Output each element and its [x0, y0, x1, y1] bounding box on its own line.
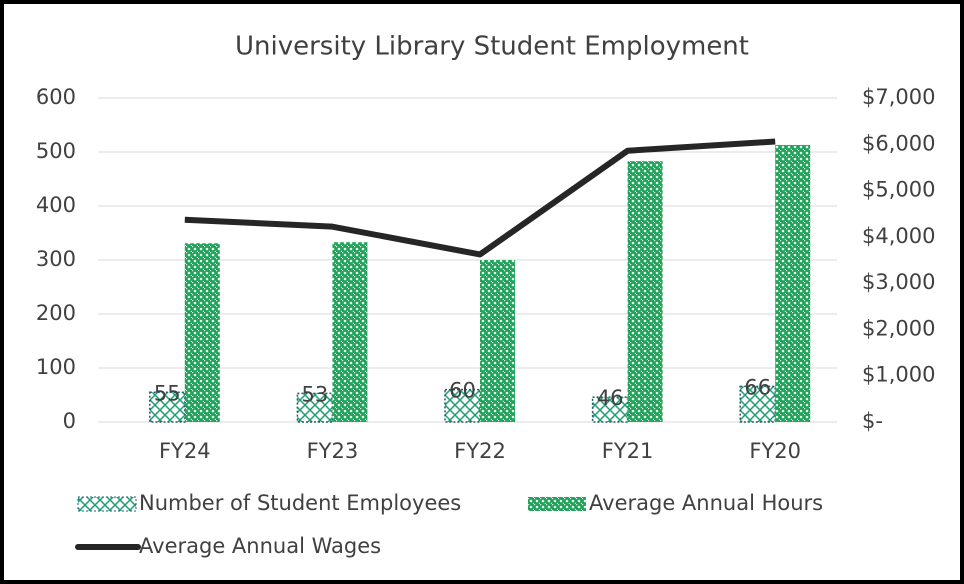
y2-tick-label: $5,000: [862, 178, 935, 202]
x-tick-label: FY21: [602, 439, 654, 463]
bar: [775, 144, 811, 423]
data-label: 55: [154, 381, 181, 405]
chart-title: University Library Student Employment: [235, 32, 749, 62]
y2-tick-label: $4,000: [862, 224, 935, 248]
y-tick-label: 600: [36, 85, 76, 109]
bar: [739, 385, 776, 423]
y2-tick-label: $6,000: [862, 131, 935, 155]
y2-tick-label: $7,000: [862, 85, 935, 109]
y2-tick-label: $-: [862, 409, 883, 433]
bar: [627, 161, 663, 422]
legend-swatch: [528, 497, 586, 511]
bar: [184, 243, 220, 422]
y-tick-label: 300: [36, 247, 76, 271]
y-tick-label: 400: [36, 193, 76, 217]
y2-tick-label: $1,000: [862, 363, 935, 387]
y2-tick-label: $3,000: [862, 270, 935, 294]
legend-label: Number of Student Employees: [139, 491, 461, 515]
y-tick-label: 100: [36, 355, 76, 379]
legend-label: Average Annual Hours: [589, 491, 823, 515]
x-tick-label: FY24: [159, 439, 211, 463]
x-tick-label: FY23: [307, 439, 359, 463]
x-tick-label: FY20: [749, 439, 801, 463]
y-tick-label: 200: [36, 301, 76, 325]
data-label: 60: [449, 379, 476, 403]
bar: [332, 242, 368, 422]
data-label: 66: [744, 375, 771, 399]
line: [184, 138, 776, 258]
bar: [296, 392, 334, 423]
legend-swatch: [77, 496, 137, 512]
bar: [591, 396, 629, 423]
bar: [480, 260, 515, 422]
bar: [444, 388, 481, 423]
y2-tick-label: $2,000: [862, 316, 935, 340]
y-tick-label: 0: [63, 409, 76, 433]
data-label: 53: [302, 382, 329, 406]
x-tick-label: FY22: [454, 439, 506, 463]
bar: [149, 391, 186, 423]
data-label: 46: [597, 386, 624, 410]
y-tick-label: 500: [36, 139, 76, 163]
legend-label: Average Annual Wages: [139, 534, 381, 558]
